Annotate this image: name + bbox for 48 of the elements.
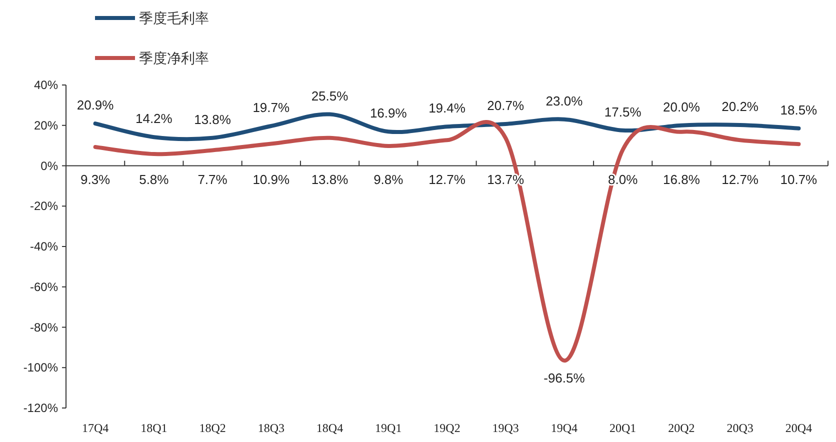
data-label: 9.8% bbox=[374, 172, 404, 187]
x-tick-label: 18Q3 bbox=[258, 421, 284, 435]
data-label: 19.7% bbox=[252, 100, 290, 115]
x-tick-label: 18Q1 bbox=[140, 421, 168, 435]
x-tick-label: 19Q2 bbox=[434, 421, 460, 435]
x-tick-label: 20Q2 bbox=[668, 421, 695, 435]
y-tick-label: 0% bbox=[40, 158, 58, 173]
x-tick-label: 19Q4 bbox=[550, 421, 578, 435]
data-label: -96.5% bbox=[544, 370, 586, 386]
data-label: 23.0% bbox=[546, 93, 584, 108]
data-label: 12.7% bbox=[722, 172, 759, 187]
legend-label: 季度毛利率 bbox=[139, 10, 209, 26]
x-tick-label: 17Q4 bbox=[82, 421, 109, 435]
y-tick-label: 20% bbox=[34, 118, 58, 132]
data-label: 5.8% bbox=[139, 172, 170, 187]
x-tick-label: 18Q4 bbox=[316, 421, 344, 435]
y-tick-label: -100% bbox=[23, 360, 58, 375]
x-tick-label: 19Q3 bbox=[492, 421, 519, 435]
y-tick-label: -120% bbox=[23, 401, 58, 415]
legend-label: 季度净利率 bbox=[139, 50, 209, 66]
data-label: 7.7% bbox=[198, 172, 228, 187]
data-label: 16.9% bbox=[370, 106, 408, 121]
data-label: 20.7% bbox=[487, 98, 524, 113]
data-label: 17.5% bbox=[604, 104, 642, 120]
y-tick-label: 40% bbox=[34, 78, 58, 92]
x-tick-label: 19Q1 bbox=[375, 421, 402, 435]
y-tick-label: -80% bbox=[30, 320, 58, 334]
data-label: 25.5% bbox=[311, 88, 349, 104]
data-label: 13.8% bbox=[194, 112, 232, 127]
data-label: 9.3% bbox=[80, 172, 111, 187]
data-label: 20.0% bbox=[663, 99, 700, 114]
data-label: 12.7% bbox=[428, 172, 466, 187]
data-label: 10.7% bbox=[780, 172, 818, 187]
data-label: 14.2% bbox=[135, 111, 173, 126]
data-label: 20.9% bbox=[76, 98, 114, 113]
data-label: 16.8% bbox=[663, 172, 700, 187]
data-label: 10.9% bbox=[252, 172, 290, 187]
y-tick-label: -20% bbox=[30, 199, 58, 214]
data-label: 19.4% bbox=[428, 100, 466, 116]
x-tick-label: 18Q2 bbox=[199, 421, 226, 435]
x-tick-label: 20Q3 bbox=[726, 421, 754, 435]
data-label: 18.5% bbox=[780, 102, 818, 118]
data-label: 13.8% bbox=[311, 172, 349, 187]
y-tick-label: -60% bbox=[30, 280, 58, 294]
x-tick-label: 20Q1 bbox=[610, 421, 636, 435]
x-tick-label: 20Q4 bbox=[785, 421, 812, 435]
data-label: 20.2% bbox=[722, 98, 759, 114]
y-tick-label: -40% bbox=[30, 240, 58, 254]
